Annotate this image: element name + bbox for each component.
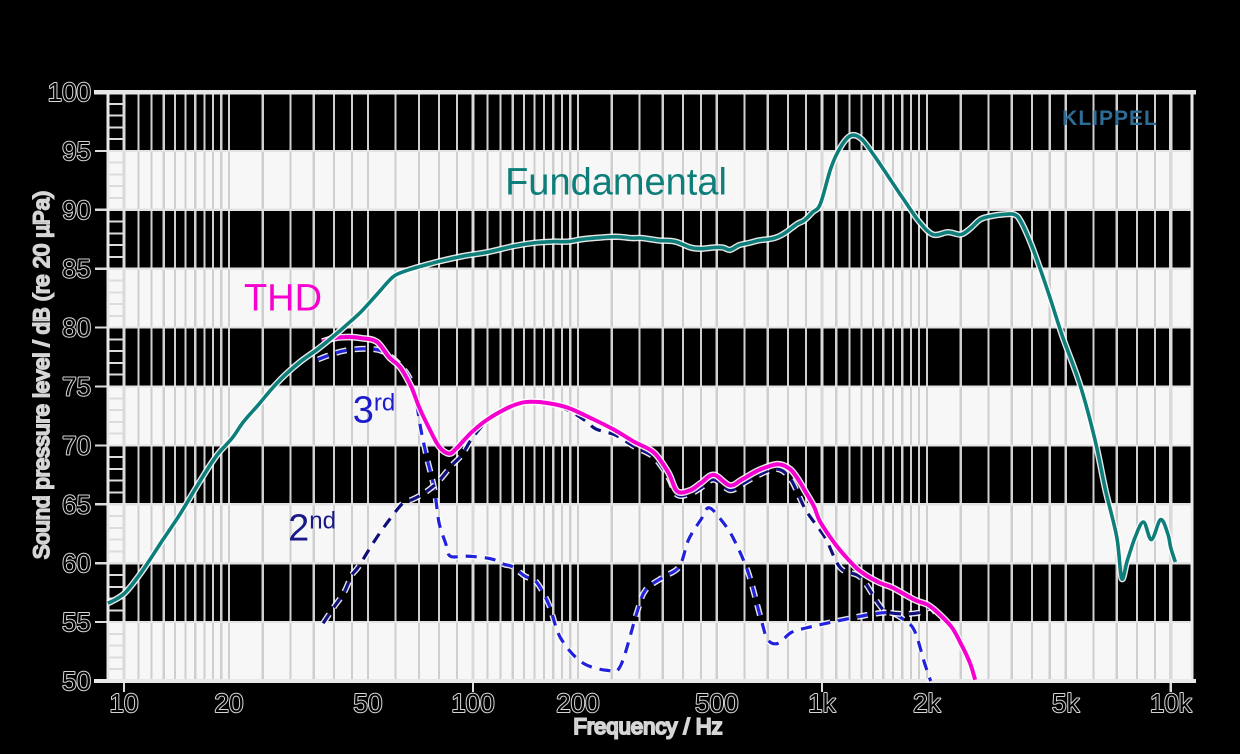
- grid-band: [108, 504, 1192, 564]
- x-tick-label: 10: [110, 688, 139, 718]
- y-tick-label: 90: [62, 195, 91, 225]
- y-tick-label: 65: [62, 489, 91, 519]
- grid-band: [108, 386, 1192, 446]
- y-tick-label: 80: [62, 313, 91, 343]
- thd-curve: [321, 335, 978, 681]
- third-harmonic-curve: [317, 347, 933, 682]
- y-tick-label: 75: [62, 372, 91, 402]
- x-tick-label: 20: [215, 688, 244, 718]
- x-tick-label: 1k: [808, 688, 836, 718]
- y-tick-label: 50: [62, 666, 91, 696]
- x-tick-label: 10k: [1150, 688, 1193, 718]
- y-tick-label: 70: [62, 430, 91, 460]
- klippel-logo: KLIPPEL: [1062, 107, 1158, 130]
- x-axis-title: Frequency / Hz: [572, 713, 723, 740]
- y-tick-label: 60: [62, 548, 91, 578]
- fundamental-curve: [107, 133, 1178, 605]
- grid-band: [108, 622, 1192, 681]
- y-tick-label: 85: [62, 254, 91, 284]
- y-tick-label: 100: [48, 77, 91, 107]
- thd-curve-label: THD: [243, 277, 323, 320]
- x-tick-label: 5k: [1052, 688, 1080, 718]
- y-tick-label: 95: [62, 136, 91, 166]
- x-tick-label: 200: [556, 688, 599, 718]
- x-tick-label: 2k: [913, 688, 941, 718]
- x-tick-label: 50: [353, 688, 382, 718]
- second-harmonic-curve-label: 2nd: [288, 507, 336, 550]
- x-tick-label: 500: [695, 688, 738, 718]
- y-axis-title: Sound pressure level / dB (re 20 µPa): [28, 190, 55, 561]
- fundamental-curve-label: Fundamental: [505, 161, 727, 204]
- x-tick-label: 100: [451, 688, 494, 718]
- y-tick-label: 55: [62, 607, 91, 637]
- third-harmonic-curve-label: 3rd: [352, 389, 396, 432]
